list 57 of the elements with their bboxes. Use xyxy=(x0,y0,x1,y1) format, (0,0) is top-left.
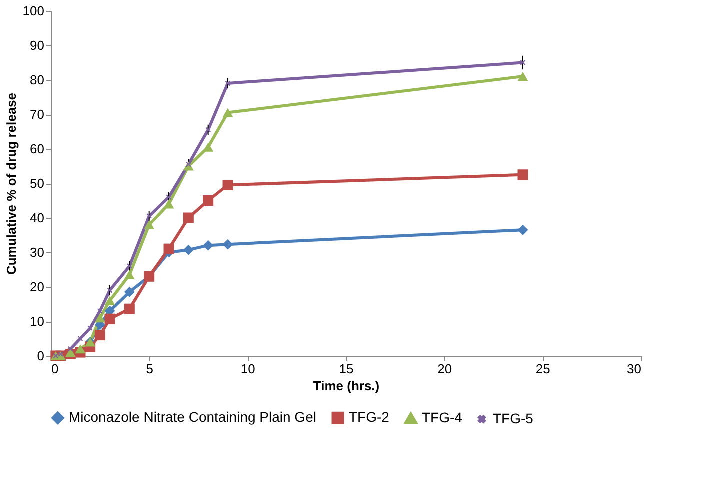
point xyxy=(203,142,214,152)
point xyxy=(124,304,135,314)
point xyxy=(164,244,174,254)
x-tick-label: 30 xyxy=(627,362,642,376)
point xyxy=(68,346,74,352)
y-tick-label: 30 xyxy=(30,245,44,260)
x-tick-label: 15 xyxy=(339,362,354,376)
y-axis-title: Cumulative % of drug release xyxy=(4,92,19,276)
point xyxy=(518,224,528,236)
point xyxy=(520,60,526,66)
point xyxy=(88,326,93,332)
point xyxy=(518,170,528,180)
point xyxy=(183,212,194,224)
point xyxy=(124,270,135,280)
point xyxy=(164,200,174,209)
point xyxy=(127,264,132,269)
point xyxy=(104,296,116,306)
y-tick-label: 0 xyxy=(37,348,44,364)
y-tick-label: 20 xyxy=(30,280,44,294)
point xyxy=(98,308,103,314)
x-tick-label: 0 xyxy=(52,362,59,376)
point xyxy=(166,194,172,200)
x-tick-label: 25 xyxy=(536,362,550,376)
legend-label: TFG-2 xyxy=(349,409,390,426)
point xyxy=(222,239,234,250)
y-tick-label: 50 xyxy=(30,176,44,191)
y-tick-label: 90 xyxy=(30,38,44,53)
y-tick-label: 40 xyxy=(30,210,44,226)
x-tick-label: 20 xyxy=(438,362,452,376)
point xyxy=(518,72,528,82)
point xyxy=(225,80,231,86)
point xyxy=(222,108,234,118)
x-tick-label: 10 xyxy=(240,362,256,376)
point xyxy=(94,330,106,341)
point xyxy=(124,286,135,298)
point xyxy=(206,127,211,133)
y-tick-label: 100 xyxy=(22,4,44,18)
point xyxy=(203,240,214,251)
point xyxy=(104,314,116,324)
legend-label: TFG-4 xyxy=(422,409,463,426)
x-tick-label: 5 xyxy=(146,362,154,376)
y-tick-label: 60 xyxy=(30,142,44,156)
point xyxy=(183,244,194,256)
point xyxy=(144,220,155,230)
point xyxy=(75,344,86,354)
point xyxy=(107,288,113,294)
point xyxy=(78,336,84,342)
y-tick-label: 70 xyxy=(30,107,44,122)
legend-label: TFG-5 xyxy=(493,410,534,426)
x-axis-title: Time (hrs.) xyxy=(313,378,380,394)
point xyxy=(222,180,234,190)
point xyxy=(94,314,106,323)
y-tick-label: 80 xyxy=(30,72,44,88)
point xyxy=(203,196,214,206)
y-tick-label: 10 xyxy=(30,314,44,329)
legend-label: Miconazole Nitrate Containing Plain Gel xyxy=(69,409,316,426)
point xyxy=(146,214,152,219)
